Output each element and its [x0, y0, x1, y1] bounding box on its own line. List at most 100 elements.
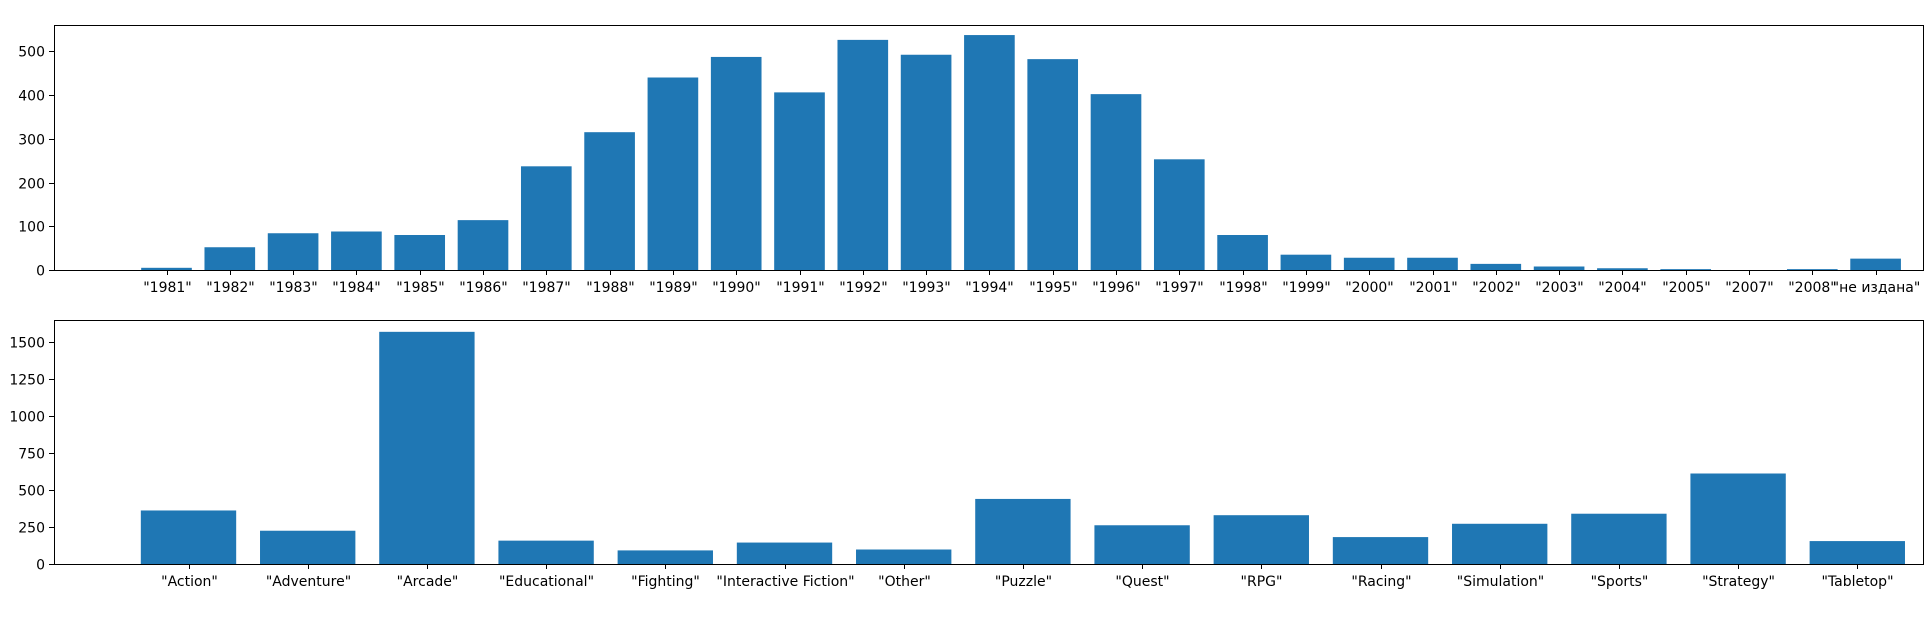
bar-1 — [260, 530, 356, 564]
x-tick-label: "1987" — [522, 280, 571, 296]
bar-8 — [647, 77, 699, 270]
bar-0 — [141, 267, 192, 270]
bar-22 — [1533, 266, 1585, 270]
x-tick-label: "2005" — [1662, 280, 1711, 296]
x-tick-label: "2007" — [1725, 280, 1774, 296]
x-tick-label: "Other" — [878, 574, 931, 590]
x-tick-label: "1990" — [712, 280, 761, 296]
bar-11 — [837, 39, 889, 271]
bar-8 — [1094, 525, 1190, 564]
bar-4 — [394, 235, 446, 270]
bar-9 — [1213, 515, 1309, 564]
bar-0 — [140, 510, 237, 564]
bar-12 — [1571, 513, 1667, 564]
bar-14 — [1027, 59, 1079, 271]
x-tick-label: "1999" — [1282, 280, 1331, 296]
x-tick-label: "RPG" — [1241, 574, 1283, 590]
bar-1 — [204, 247, 256, 270]
bar-27 — [1850, 258, 1901, 271]
y-tick-label: 200 — [18, 177, 45, 193]
y-tick-label: 500 — [18, 484, 45, 500]
bar-17 — [1217, 235, 1268, 270]
x-tick-label: "2003" — [1535, 280, 1584, 296]
x-tick-label: "Strategy" — [1702, 574, 1775, 590]
bar-23 — [1597, 268, 1648, 270]
x-tick-label: "2008" — [1788, 280, 1837, 296]
bar-20 — [1407, 257, 1458, 270]
x-tick-label: "1994" — [965, 280, 1014, 296]
y-tick-label: 100 — [18, 220, 45, 236]
x-tick-label: "1986" — [459, 280, 508, 296]
x-tick-label: "1985" — [396, 280, 445, 296]
y-tick-label: 1000 — [9, 410, 45, 426]
x-tick-label: "1993" — [902, 280, 951, 296]
bar-3 — [498, 540, 594, 564]
bar-2 — [267, 233, 319, 270]
bar-6 — [856, 549, 952, 564]
bar-5 — [457, 220, 509, 271]
x-tick-label: "1981" — [143, 280, 192, 296]
x-tick-label: "1997" — [1155, 280, 1204, 296]
genre-bar-chart: 0 250 500 750 1000 1250 1500 "Action" "Adventure… — [9, 320, 1924, 590]
x-tick-label: "Tabletop" — [1821, 574, 1893, 590]
bar-7 — [975, 498, 1071, 564]
bar-9 — [710, 56, 762, 270]
bar-16 — [1153, 159, 1205, 270]
y-tick-label: 1500 — [9, 336, 45, 352]
bar-10 — [1332, 537, 1429, 564]
x-tick-label: "1989" — [649, 280, 698, 296]
bar-6 — [520, 166, 572, 270]
bar-19 — [1343, 257, 1395, 270]
bar-13 — [1690, 473, 1786, 564]
x-tick-label: "Educational" — [499, 574, 594, 590]
x-tick-label: "Adventure" — [266, 574, 351, 590]
bar-13 — [964, 35, 1015, 271]
bar-7 — [584, 132, 635, 270]
x-tick-label: "не издана" — [1833, 280, 1921, 296]
x-tick-label: "Fighting" — [631, 574, 700, 590]
y-tick-label: 750 — [18, 447, 45, 463]
bar-2 — [379, 331, 475, 564]
y-tick-label: 500 — [18, 45, 45, 61]
x-tick-label: "Action" — [161, 574, 218, 590]
x-tick-label: "2001" — [1409, 280, 1458, 296]
y-tick-label: 1250 — [9, 373, 45, 389]
bar-21 — [1470, 263, 1522, 271]
x-tick-label: "1998" — [1219, 280, 1268, 296]
bar-4 — [617, 550, 713, 564]
y-tick-label: 250 — [18, 521, 45, 537]
bar-18 — [1280, 254, 1332, 270]
y-tick-label: 300 — [18, 133, 45, 149]
y-tick-label: 0 — [36, 558, 45, 574]
x-tick-label: "1983" — [269, 280, 318, 296]
bar-11 — [1452, 523, 1548, 564]
x-tick-label: "1991" — [776, 280, 825, 296]
x-tick-label: "Sports" — [1591, 574, 1649, 590]
bar-14 — [1809, 541, 1905, 564]
bar-24 — [1660, 269, 1712, 271]
x-tick-label: "2004" — [1598, 280, 1647, 296]
x-tick-label: "2000" — [1345, 280, 1394, 296]
x-tick-label: "Simulation" — [1457, 574, 1544, 590]
bar-3 — [331, 231, 382, 270]
bar-26 — [1786, 269, 1838, 271]
x-tick-label: "1995" — [1029, 280, 1078, 296]
y-tick-label: 400 — [18, 89, 45, 105]
bar-10 — [774, 92, 825, 271]
x-tick-label: "Quest" — [1115, 574, 1169, 590]
x-tick-label: "Interactive Fiction" — [716, 574, 854, 590]
x-tick-label: "1992" — [839, 280, 888, 296]
y-tick-label: 0 — [36, 264, 45, 280]
x-tick-label: "1988" — [586, 280, 635, 296]
bar-15 — [1090, 94, 1142, 271]
x-tick-label: "2002" — [1472, 280, 1521, 296]
year-bar-chart: 0 100 200 300 400 500 "1981" "1982" "1983" "1984"… — [18, 25, 1924, 296]
x-tick-label: "1996" — [1092, 280, 1141, 296]
x-tick-label: "Puzzle" — [995, 574, 1052, 590]
bar-5 — [736, 542, 833, 564]
x-tick-label: "1984" — [332, 280, 381, 296]
x-tick-label: "1982" — [206, 280, 255, 296]
x-tick-label: "Racing" — [1351, 574, 1411, 590]
x-tick-label: "Arcade" — [397, 574, 459, 590]
